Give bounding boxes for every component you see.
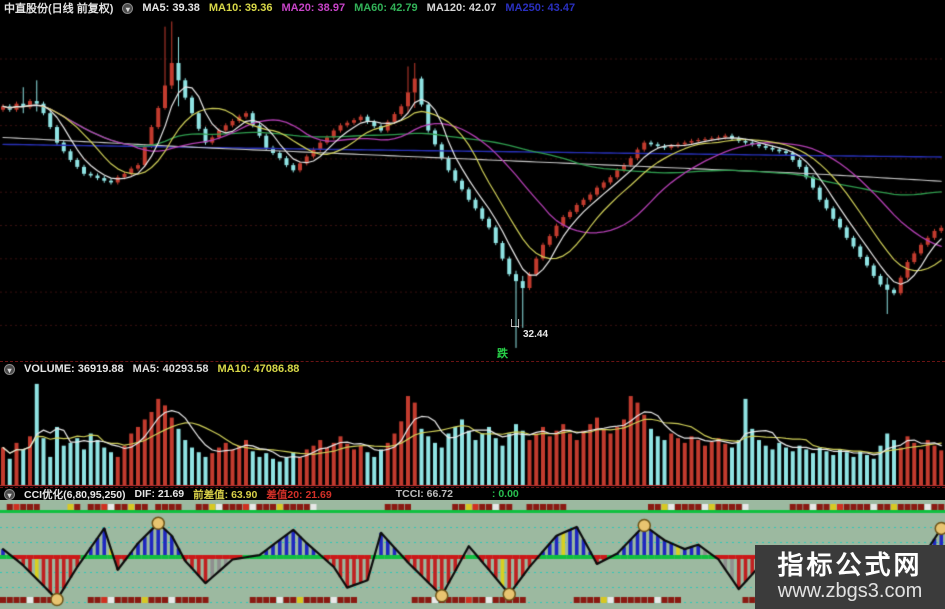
volume-ma10-readout: MA10: 47086.88 — [217, 363, 300, 375]
volume-chart[interactable] — [0, 376, 945, 487]
collapse-cci-icon[interactable]: ▾ — [4, 488, 15, 500]
low-price-label: 32.44 — [523, 329, 549, 340]
watermark-box: 指标公式网 www.zbgs3.com — [755, 545, 945, 609]
watermark-site-name: 指标公式网 — [777, 549, 923, 580]
fall-label: 跌 — [497, 348, 508, 360]
ma20-readout: MA20: 38.97 — [281, 2, 346, 14]
volume-readout: VOLUME: 36919.88 — [24, 363, 124, 375]
cci-diff20-readout: 差值20: 21.69 — [266, 488, 332, 501]
volume-ma5-readout: MA5: 40293.58 — [132, 363, 209, 375]
collapse-main-icon[interactable]: ▾ — [122, 2, 134, 14]
ma250-readout: MA250: 43.47 — [505, 2, 576, 14]
ma10-readout: MA10: 39.36 — [208, 2, 273, 14]
stock-title: 中直股份(日线 前复权) — [4, 3, 114, 15]
cci-zero-readout: : 0.00 — [491, 488, 519, 500]
collapse-volume-icon[interactable]: ▾ — [4, 363, 15, 375]
low-marker-icon: 凵 — [510, 319, 520, 330]
main-chart-header: 中直股份(日线 前复权) ▾ MA5: 39.38 MA10: 39.36 MA… — [0, 0, 945, 16]
ma120-readout: MA120: 42.07 — [426, 2, 497, 14]
volume-header: ▾ VOLUME: 36919.88 MA5: 40293.58 MA10: 4… — [0, 361, 945, 376]
cci-dif-readout: DIF: 21.69 — [134, 488, 185, 500]
cci-name-readout: CCI优化(6,80,95,250) — [24, 488, 126, 501]
ma5-readout: MA5: 39.38 — [142, 2, 200, 14]
main-price-chart[interactable] — [0, 16, 945, 361]
cci-prevdiff-readout: 前差值: 63.90 — [193, 488, 258, 501]
watermark-url: www.zbgs3.com — [777, 580, 923, 603]
ma60-readout: MA60: 42.79 — [354, 2, 418, 14]
cci-tcci-readout: TCCI: 66.72 — [395, 488, 453, 500]
cci-header: ▾ CCI优化(6,80,95,250) DIF: 21.69 前差值: 63.… — [0, 487, 945, 501]
